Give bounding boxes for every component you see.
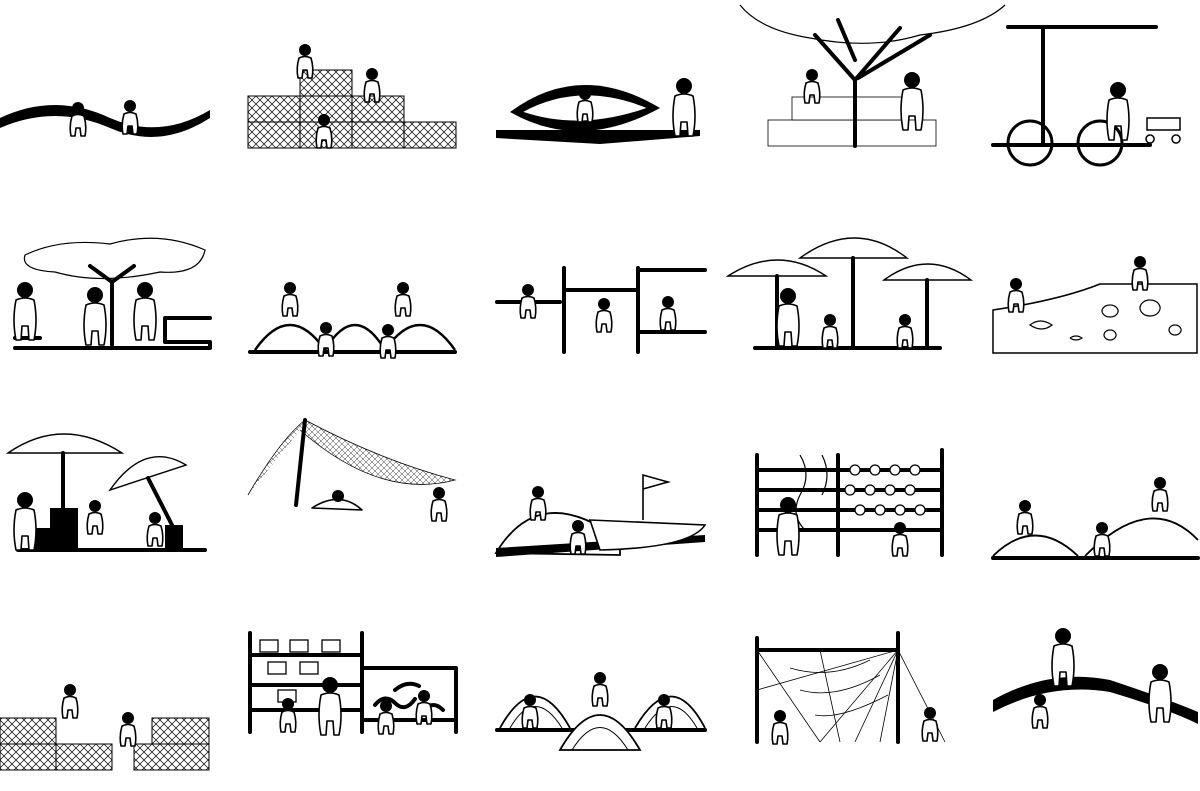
tire-swing-illustration: [991, 25, 1181, 167]
net-cubes-illustration: [247, 43, 457, 149]
net-steps-illustration: [0, 683, 210, 771]
rope-net-shade-illustration: [247, 418, 457, 522]
climbing-frames-illustration: [495, 266, 707, 354]
sea-wall-mural-illustration: [992, 255, 1198, 354]
shade-cloud-seats-illustration: [13, 237, 212, 350]
twin-mounds-illustration: [991, 476, 1200, 560]
hammock-pod-illustration: [496, 77, 700, 144]
abacus-frame-illustration: [755, 448, 944, 557]
dome-tunnels-illustration: [248, 281, 457, 359]
spider-web-net-illustration: [755, 631, 946, 745]
sloped-ramp-illustration: [993, 627, 1198, 729]
three-umbrellas-illustration: [725, 237, 974, 350]
umbrella-stools-illustration: [5, 433, 207, 552]
tunnel-domes-illustration: [495, 671, 707, 751]
boat-and-mound-illustration: [494, 473, 707, 557]
tree-benches-illustration: [739, 4, 1006, 148]
wave-hill-illustration: [0, 99, 210, 137]
play-board-wall-illustration: [248, 631, 458, 736]
